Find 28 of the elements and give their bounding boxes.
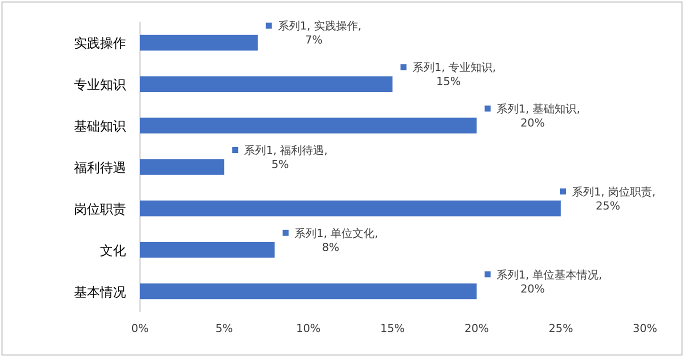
y-tick-label: 岗位职责	[74, 202, 126, 218]
y-tick-label: 基本情况	[74, 285, 126, 300]
y-tick-label: 文化	[100, 244, 126, 259]
bar	[140, 242, 275, 258]
y-tick-label: 基础知识	[74, 120, 126, 135]
x-tick-label: 25%	[548, 322, 574, 335]
y-tick-label: 福利待遇	[74, 161, 126, 176]
data-label: 系列1, 基础知识, 20%	[496, 102, 580, 130]
data-label: 系列1, 单位基本情况, 20%	[496, 268, 602, 296]
data-label: 系列1, 专业知识, 15%	[412, 61, 496, 88]
y-tick-label: 专业知识	[74, 78, 126, 94]
data-label: 系列1, 单位文化, 8%	[294, 226, 378, 254]
x-tick-label: 20%	[464, 322, 489, 335]
bar	[140, 118, 477, 134]
bar	[140, 159, 224, 175]
y-tick-label: 实践操作	[74, 36, 126, 52]
bar	[140, 76, 392, 92]
x-tick-label: 0%	[131, 322, 149, 335]
data-label: 系列1, 福利待遇, 5%	[244, 144, 328, 171]
bar	[140, 34, 258, 51]
x-tick-label: 15%	[380, 322, 405, 335]
data-label: 系列1, 实践操作, 7%	[278, 20, 362, 47]
bar	[140, 283, 477, 300]
bar	[140, 200, 561, 216]
data-label: 系列1, 岗位职责, 25%	[572, 185, 656, 212]
x-tick-label: 10%	[296, 322, 321, 335]
x-tick-label: 5%	[215, 322, 233, 335]
x-tick-label: 30%	[632, 322, 658, 335]
